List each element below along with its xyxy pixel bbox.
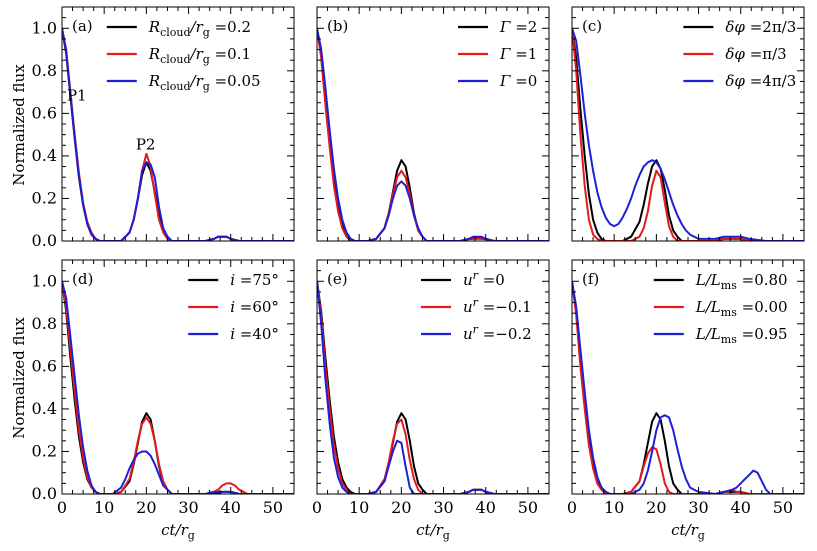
y-tick-label: 0.6 (32, 103, 57, 122)
x-axis-label: ct/rg (416, 521, 450, 542)
legend-label: ur =0 (463, 269, 505, 289)
panel-b: (b) Γ =2 Γ =1 Γ =0 (316, 6, 550, 242)
panel-c: (c) δφ =2π/3 δφ =π/3 δφ =4π/3 (571, 6, 805, 242)
axes-frame (61, 6, 295, 242)
legend-label: L/Lms =0.00 (695, 298, 788, 319)
y-axis-label-top: Normalized flux (10, 64, 28, 186)
y-tick-label: 0.6 (32, 356, 57, 375)
x-tick-label: 40 (731, 498, 751, 517)
x-tick-label: 20 (391, 498, 411, 517)
x-tick-label: 0 (312, 498, 322, 517)
x-tick-label: 50 (263, 498, 283, 517)
panel-a: 0.0 0.2 0.4 0.6 0.8 1.0 (a) Rcloud/rg =0.2 Rclou… (32, 6, 295, 250)
x-tick-label: 20 (136, 498, 156, 517)
legend-label: L/Lms =0.80 (695, 271, 788, 292)
axes-frame (571, 6, 805, 242)
y-tick-label: 0.2 (32, 441, 57, 460)
series-line-3 (317, 28, 549, 241)
series-line-2 (317, 28, 549, 241)
y-tick-label: 0.8 (32, 61, 57, 80)
axes-frame (571, 259, 805, 495)
series-line-3 (572, 281, 804, 494)
y-tick-label: 0.8 (32, 314, 57, 333)
y-tick-label: 0.2 (32, 188, 57, 207)
legend-label: i =75° (230, 271, 279, 289)
legend-label: δφ =2π/3 (725, 18, 796, 36)
x-tick-label: 40 (221, 498, 241, 517)
x-axis-label: ct/rg (161, 521, 195, 542)
axes-frame (61, 259, 295, 495)
x-tick-label: 30 (433, 498, 453, 517)
x-axis-label: ct/rg (671, 521, 705, 542)
series-line-2 (572, 28, 804, 241)
x-tick-label: 30 (688, 498, 708, 517)
x-tick-label: 50 (518, 498, 538, 517)
series-line-3 (62, 28, 294, 241)
x-tick-label: 40 (476, 498, 496, 517)
x-tick-label: 10 (604, 498, 624, 517)
x-tick-label: 0 (567, 498, 577, 517)
legend-label: Γ =1 (499, 45, 537, 63)
legend-label: ur =−0.1 (463, 296, 532, 316)
x-tick-label: 20 (646, 498, 666, 517)
legend-label: Rcloud/rg =0.2 (148, 18, 251, 39)
annotation-p2: P2 (136, 136, 156, 154)
legend-label: Rcloud/rg =0.05 (148, 72, 261, 93)
panel-tag: (b) (327, 17, 348, 35)
legend-label: Γ =2 (499, 18, 537, 36)
panel-tag: (c) (582, 17, 602, 35)
panel-f: 0 10 20 30 40 50 (f) L/Lms =0.80 L/Lms =0.00 L/Lm… (567, 259, 805, 542)
legend-label: Rcloud/rg =0.1 (148, 45, 251, 66)
x-tick-label: 50 (773, 498, 793, 517)
y-tick-label: 1.0 (32, 271, 57, 290)
panel-tag: (e) (327, 270, 348, 288)
axes-frame (316, 259, 550, 495)
legend-label: δφ =4π/3 (725, 72, 796, 90)
legend-label: δφ =π/3 (725, 45, 786, 63)
series-line-3 (317, 281, 549, 494)
panels: 0.0 0.2 0.4 0.6 0.8 1.0 (a) Rcloud/rg =0.2 Rclou… (32, 6, 805, 542)
y-tick-label: 1.0 (32, 18, 57, 37)
panel-tag: (a) (72, 17, 93, 35)
y-tick-label: 0.0 (32, 231, 57, 250)
panel-tag: (f) (582, 270, 599, 288)
y-axis-label-bottom: Normalized flux (10, 317, 28, 439)
series-line-3 (572, 27, 804, 241)
panel-tag: (d) (72, 270, 93, 288)
x-tick-label: 10 (94, 498, 114, 517)
legend-label: i =60° (230, 298, 279, 316)
x-tick-label: 0 (57, 498, 67, 517)
legend-label: Γ =0 (499, 72, 537, 90)
panel-e: 0 10 20 30 40 50 (e) ur =0 ur =−0.1 ur =−0.2 ct/rg (312, 259, 550, 542)
annotation-p1: P1 (67, 87, 87, 105)
x-tick-label: 30 (178, 498, 198, 517)
y-tick-label: 0.0 (32, 484, 57, 503)
series-line-2 (62, 281, 294, 494)
axes-frame (316, 6, 550, 242)
legend-label: ur =−0.2 (463, 323, 532, 343)
x-tick-label: 10 (349, 498, 369, 517)
panel-d: 0 10 20 30 40 50 0.0 0.2 0.4 0.6 0.8 1.0 (d) i =75° i … (32, 259, 295, 542)
y-tick-label: 0.4 (32, 146, 57, 165)
legend-label: L/Lms =0.95 (695, 325, 788, 346)
y-tick-label: 0.4 (32, 399, 57, 418)
legend-label: i =40° (230, 325, 279, 343)
